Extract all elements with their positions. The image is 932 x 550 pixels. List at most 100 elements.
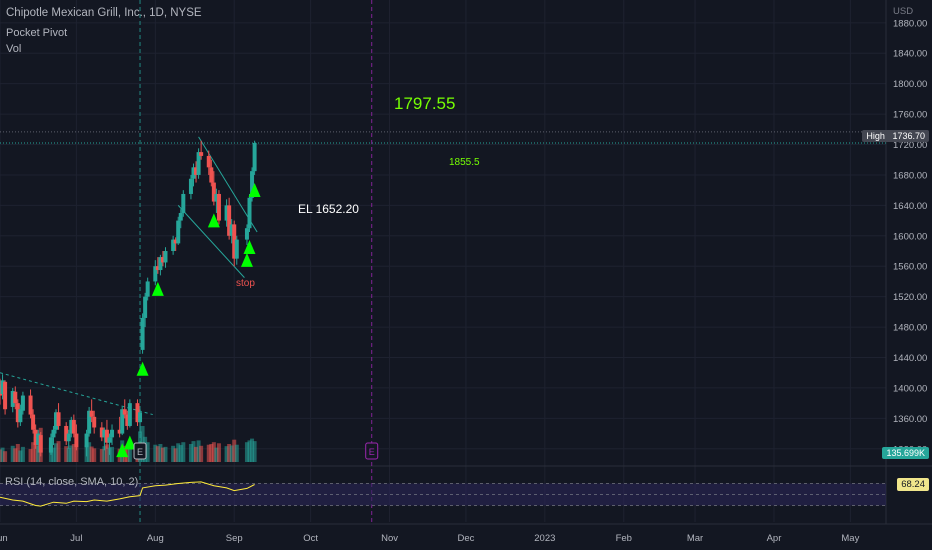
price-tick-label: 1520.00: [893, 292, 927, 303]
price-tick-label: 1400.00: [893, 383, 927, 394]
volume-bar: [145, 442, 150, 462]
time-tick-label: Jul: [70, 533, 82, 544]
time-tick-label: 2023: [534, 533, 555, 544]
candle-body: [36, 433, 41, 445]
candle-body: [127, 403, 132, 426]
volume-bar: [194, 446, 199, 462]
volume-bar: [10, 445, 15, 462]
volume-bar: [252, 441, 257, 462]
time-tick-label: Nov: [381, 533, 398, 544]
candle-body: [107, 437, 112, 443]
pocket-pivot-triangle: [207, 213, 220, 228]
candle-body: [69, 419, 74, 434]
volume-bar: [196, 440, 201, 462]
candle-body: [209, 167, 214, 183]
earnings-marker-letter: E: [369, 447, 375, 457]
volume-bar: [51, 447, 56, 462]
candle-body: [102, 429, 107, 438]
candle-body: [140, 317, 145, 350]
volume-bar: [74, 447, 79, 462]
target-label-1855: 1855.5: [449, 157, 480, 168]
candle-body: [28, 395, 33, 415]
candle-body: [176, 220, 181, 244]
indicator-pocket-pivot-label[interactable]: Pocket Pivot: [6, 27, 68, 39]
volume-bar: [56, 441, 61, 462]
candle-body: [56, 412, 61, 426]
candle-body: [104, 429, 109, 443]
candle-body: [232, 224, 237, 259]
volume-bar: [158, 444, 163, 462]
volume-bar: [250, 438, 255, 462]
candle-body: [10, 390, 15, 407]
candle-body: [224, 205, 229, 221]
candle-body: [125, 414, 130, 426]
price-tick-label: 1360.00: [893, 414, 927, 425]
volume-bar: [15, 444, 20, 462]
volume-bar: [71, 444, 76, 462]
candle-body: [250, 171, 255, 198]
volume-bar: [87, 442, 92, 462]
volume-bar: [234, 444, 239, 462]
price-tick-label: 1440.00: [893, 353, 927, 364]
volume-bar: [0, 447, 5, 462]
candle-body: [173, 239, 178, 244]
volume-bar: [171, 445, 176, 462]
time-tick-label: Sep: [226, 533, 243, 544]
price-axis-currency: USD: [893, 6, 913, 17]
volume-bar: [214, 447, 219, 462]
volume-bar: [244, 442, 249, 462]
volume-bar: [64, 446, 69, 462]
candle-body: [31, 414, 36, 430]
volume-bar: [20, 446, 25, 462]
candle-body: [194, 167, 199, 175]
earnings-marker: [365, 442, 379, 460]
volume-bar: [99, 449, 104, 462]
price-tick-label: 1480.00: [893, 323, 927, 334]
candle-body: [196, 152, 201, 175]
price-tick-label: 1840.00: [893, 49, 927, 60]
price-tick-label: 1800.00: [893, 79, 927, 90]
rsi-band-fill: [0, 483, 886, 506]
indicator-volume-label[interactable]: Vol: [6, 43, 22, 55]
symbol-title[interactable]: Chipotle Mexican Grill, Inc., 1D, NYSE: [6, 7, 202, 19]
time-tick-label: Apr: [767, 533, 782, 544]
candle-body: [84, 433, 89, 448]
stop-label: stop: [236, 278, 255, 289]
volume-bar: [191, 441, 196, 462]
candle-body: [191, 167, 196, 179]
pocket-pivot-triangle: [151, 281, 164, 296]
volume-bar: [28, 449, 33, 462]
pane-separators: [0, 0, 932, 525]
pocket-pivot-triangle: [243, 240, 256, 254]
candle-body: [87, 410, 92, 434]
volume-bar: [104, 444, 109, 462]
rsi-title[interactable]: RSI (14, close, SMA, 10, 2): [5, 476, 139, 488]
candle-body: [244, 228, 249, 240]
candle-body: [158, 257, 163, 271]
candle-body: [33, 429, 38, 445]
volume-bar: [102, 446, 107, 462]
candle-body: [122, 409, 127, 415]
price-tick-label: 1640.00: [893, 201, 927, 212]
candle-body: [15, 403, 20, 423]
high-tag-label: High: [866, 131, 885, 141]
rsi-value-tag: 68.24: [897, 478, 929, 491]
candle-body: [99, 427, 104, 438]
volume-bar: [173, 448, 178, 462]
earnings-marker-letter: E: [137, 447, 143, 457]
candle-body: [155, 266, 160, 271]
high-tag-value: 1736.70: [892, 131, 925, 141]
entry-level-label: EL 1652.20: [298, 202, 359, 216]
candle-body: [71, 419, 76, 434]
candle-body: [74, 433, 79, 448]
target-label-1797: 1797.55: [394, 94, 456, 113]
pocket-pivot-triangle: [248, 182, 261, 197]
volume-bar: [66, 447, 71, 462]
volume-bar: [188, 444, 193, 462]
volume-bar: [232, 439, 237, 462]
volume-bar: [224, 446, 229, 462]
candle-body: [234, 239, 239, 259]
candle-body: [227, 205, 232, 236]
